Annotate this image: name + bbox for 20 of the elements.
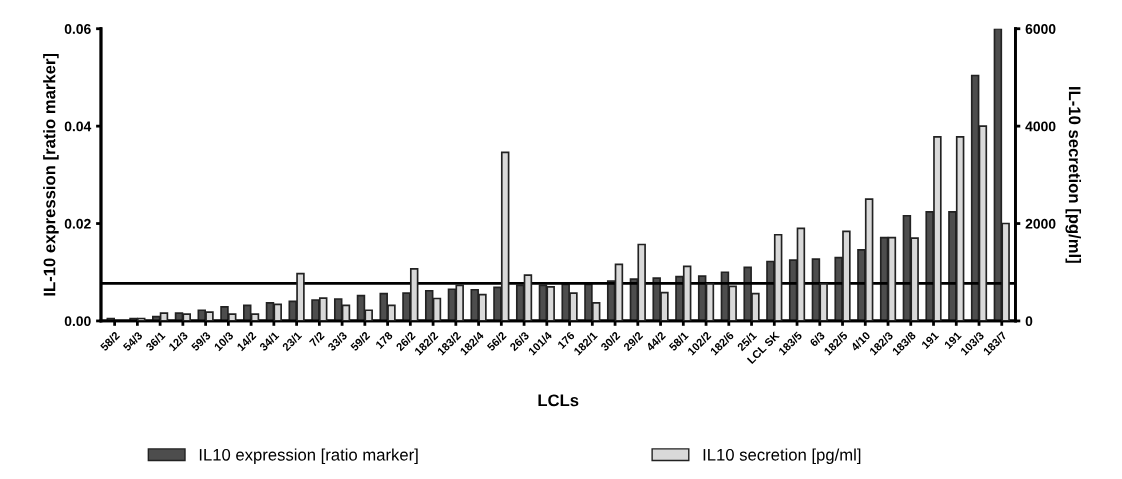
y2-tick-label: 0 <box>1025 316 1033 327</box>
y2-tick-label: 2000 <box>1025 218 1056 229</box>
x-axis-title: LCLs <box>538 394 579 407</box>
x-tick-label: 36/1 <box>145 330 166 352</box>
x-tick-label: 191 <box>921 331 940 350</box>
y-tick-label: 0.04 <box>64 121 92 132</box>
x-tick-label: 7/2 <box>308 330 325 348</box>
y-tick-label: 0.02 <box>64 218 91 229</box>
x-tick-label: 6/3 <box>809 330 826 348</box>
x-tick-label: 178 <box>375 331 394 350</box>
y-axis-title: IL-10 expression [ratio marker] <box>43 53 59 296</box>
y-tick-label: 0.06 <box>64 24 91 34</box>
x-tick-label: 191 <box>943 331 962 350</box>
legend-label: IL10 expression [ratio marker] <box>199 448 418 464</box>
y2-tick-label: 4000 <box>1025 121 1056 132</box>
y2-tick-label: 6000 <box>1025 24 1056 34</box>
x-tick-label: 44/2 <box>645 330 667 352</box>
y-tick-label: 0.00 <box>64 316 91 327</box>
legend-label: IL10 secretion [pg/ml] <box>703 448 861 464</box>
y2-axis-title: IL-10 secretion [pg/ml] <box>1065 87 1082 263</box>
